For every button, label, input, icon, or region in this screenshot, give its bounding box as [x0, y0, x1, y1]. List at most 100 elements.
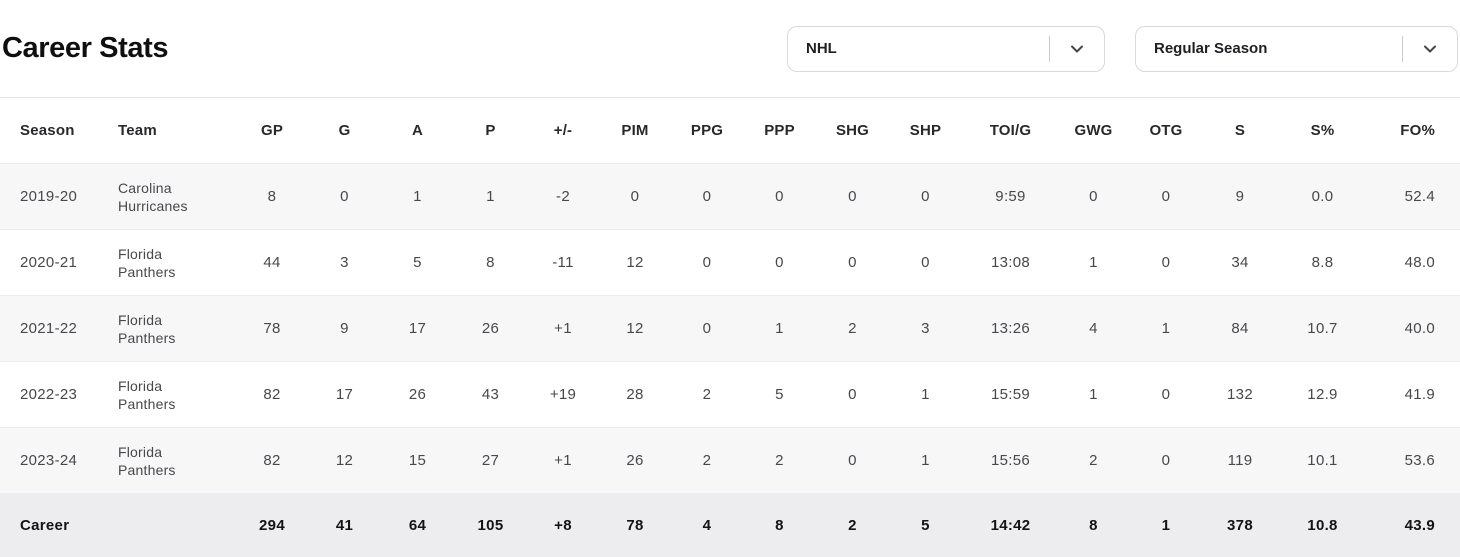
stat-cell-gwg: 0: [1089, 188, 1098, 205]
stat-cell-plus-minus: -2: [556, 188, 570, 205]
stat-cell-plus-minus: -11: [552, 254, 574, 271]
stat-cell-pim: 28: [626, 386, 644, 403]
table-row: 2022-23 Florida Panthers 82 17 26 43 +19 28 2 5 0 1…: [0, 362, 1460, 428]
column-header-gwg: GWG: [1074, 122, 1113, 139]
stat-cell-shg: 0: [848, 188, 857, 205]
stat-cell-g: 12: [335, 452, 354, 469]
stat-cell-fo-pct: 48.0: [1404, 254, 1435, 271]
dropdown-divider: [1049, 35, 1050, 62]
stat-cell-fo-pct: 40.0: [1404, 320, 1435, 337]
stat-cell-ppg: 4: [702, 517, 712, 534]
stat-cell-plus-minus: +1: [554, 320, 572, 337]
column-header-s: S: [1234, 122, 1246, 139]
column-header-s-pct: S%: [1310, 122, 1335, 139]
stat-cell-fo-pct: 53.6: [1404, 452, 1435, 469]
stat-cell-toi-g: 15:59: [990, 386, 1031, 403]
stat-cell-s-pct: 10.8: [1307, 517, 1338, 534]
column-header-fo-pct: FO%: [1400, 122, 1435, 139]
table-row: 2020-21 Florida Panthers 44 3 5 8 -11 12 0 0 0 0 13:…: [0, 230, 1460, 296]
column-header-pim: PIM: [621, 122, 649, 139]
column-header-a: A: [411, 122, 424, 139]
column-header-p: P: [485, 122, 496, 139]
stat-cell-pim: 26: [626, 452, 644, 469]
stat-cell-gwg: 4: [1089, 320, 1098, 337]
stat-cell-shp: 0: [921, 188, 930, 205]
stat-cell-toi-g: 9:59: [995, 188, 1026, 205]
stat-cell-s-pct: 10.1: [1307, 452, 1338, 469]
season-cell: 2020-21: [20, 254, 78, 271]
stat-cell-s: 119: [1227, 452, 1253, 469]
season-type-dropdown[interactable]: Regular Season: [1135, 25, 1458, 72]
stat-cell-s: 34: [1231, 254, 1249, 271]
stat-cell-a: 15: [408, 452, 427, 469]
stat-cell-p: 105: [477, 517, 504, 534]
stat-cell-shp: 1: [921, 386, 930, 403]
stat-cell-p: 26: [481, 320, 500, 337]
stat-cell-gp: 8: [267, 188, 277, 205]
stat-cell-ppp: 2: [775, 452, 784, 469]
team-cell: Florida Panthers: [118, 311, 176, 346]
stat-cell-gp: 294: [259, 517, 285, 534]
stats-body: 2019-20 Carolina Hurricanes 8 0 1 1 -2 0 0 0 0 0 9:5…: [0, 163, 1460, 557]
stat-cell-g: 3: [340, 254, 349, 271]
stat-cell-toi-g: 13:26: [990, 320, 1031, 337]
stat-cell-plus-minus: +19: [549, 386, 577, 403]
column-header-shg: SHG: [835, 122, 870, 139]
league-dropdown[interactable]: NHL: [787, 25, 1105, 72]
season-cell: 2021-22: [20, 320, 78, 337]
stat-cell-gwg: 8: [1089, 517, 1098, 534]
season-type-dropdown-value: Regular Season: [1154, 40, 1268, 57]
stat-cell-s-pct: 12.9: [1307, 386, 1338, 403]
stat-cell-pim: 12: [626, 254, 644, 271]
stat-cell-ppp: 0: [775, 254, 784, 271]
stat-cell-toi-g: 15:56: [990, 452, 1031, 469]
stat-cell-gp: 44: [263, 254, 281, 271]
stat-cell-plus-minus: +8: [554, 517, 572, 534]
team-cell: [118, 494, 236, 557]
stat-cell-fo-pct: 41.9: [1404, 386, 1435, 403]
chevron-down-icon: [1403, 41, 1457, 57]
stat-cell-shp: 1: [921, 452, 930, 469]
column-header-shp: SHP: [909, 122, 942, 139]
stat-cell-ppg: 2: [702, 452, 712, 469]
column-header-toi-g: TOI/G: [989, 122, 1032, 139]
column-header-ppp: PPP: [764, 122, 795, 139]
stat-cell-p: 43: [481, 386, 500, 403]
stat-cell-s-pct: 0.0: [1311, 188, 1334, 205]
stat-cell-shp: 0: [921, 254, 930, 271]
stat-cell-ppg: 0: [702, 320, 712, 337]
stat-cell-a: 5: [413, 254, 422, 271]
table-row: 2021-22 Florida Panthers 78 9 17 26 +1 12 0 1 2 3 13…: [0, 295, 1460, 362]
column-header-g: G: [338, 122, 351, 139]
stat-cell-ppp: 8: [775, 517, 784, 534]
stat-cell-pim: 78: [626, 517, 644, 534]
team-cell: Florida Panthers: [118, 443, 176, 478]
stat-cell-shg: 0: [848, 254, 857, 271]
stat-cell-g: 41: [335, 517, 354, 534]
stat-cell-g: 9: [340, 320, 349, 337]
stat-cell-pim: 0: [630, 188, 640, 205]
chevron-down-icon: [1050, 41, 1104, 57]
season-cell: 2019-20: [20, 188, 78, 205]
column-header-gp: GP: [260, 122, 284, 139]
column-header-team: Team: [118, 122, 157, 139]
team-cell: Florida Panthers: [118, 377, 176, 412]
stat-cell-otg: 0: [1161, 452, 1171, 469]
stat-cell-shp: 3: [921, 320, 930, 337]
column-header-otg: OTG: [1149, 122, 1183, 139]
stat-cell-ppp: 0: [775, 188, 784, 205]
stat-cell-shg: 2: [848, 320, 857, 337]
stat-cell-s: 9: [1235, 188, 1245, 205]
stat-cell-otg: 0: [1161, 386, 1171, 403]
stat-cell-ppp: 5: [775, 386, 784, 403]
stat-cell-shp: 5: [921, 517, 930, 534]
stat-cell-gwg: 2: [1089, 452, 1098, 469]
column-header-season: Season: [20, 122, 75, 139]
stat-cell-plus-minus: +1: [554, 452, 572, 469]
stat-cell-s: 132: [1227, 386, 1253, 403]
stat-cell-otg: 0: [1161, 188, 1171, 205]
season-cell: 2023-24: [20, 452, 78, 469]
stat-cell-ppg: 2: [702, 386, 712, 403]
career-stats-table: Season Team GP G A P +/- PIM PPG PPP SHG SHP TOI/G GW…: [0, 97, 1460, 557]
stat-cell-a: 64: [408, 517, 427, 534]
